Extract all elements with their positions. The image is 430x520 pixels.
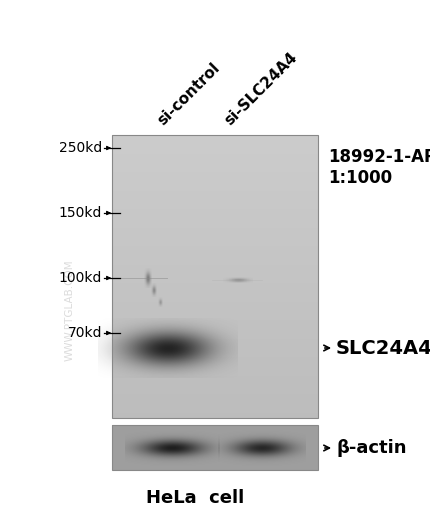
Text: 250kd: 250kd [59,141,102,155]
Text: β-actin: β-actin [336,439,406,457]
Text: si-SLC24A4: si-SLC24A4 [221,49,300,128]
Text: WWW.PTGLAB.COM: WWW.PTGLAB.COM [65,259,75,361]
Text: 18992-1-AP
1:1000: 18992-1-AP 1:1000 [328,148,430,187]
Text: si-control: si-control [154,60,222,128]
Text: 70kd: 70kd [68,326,102,340]
Text: 150kd: 150kd [58,206,102,220]
Text: SLC24A4: SLC24A4 [336,339,430,358]
Bar [112,425,318,470]
Bar [112,135,318,418]
Text: HeLa  cell: HeLa cell [146,489,244,507]
Text: 100kd: 100kd [58,271,102,285]
